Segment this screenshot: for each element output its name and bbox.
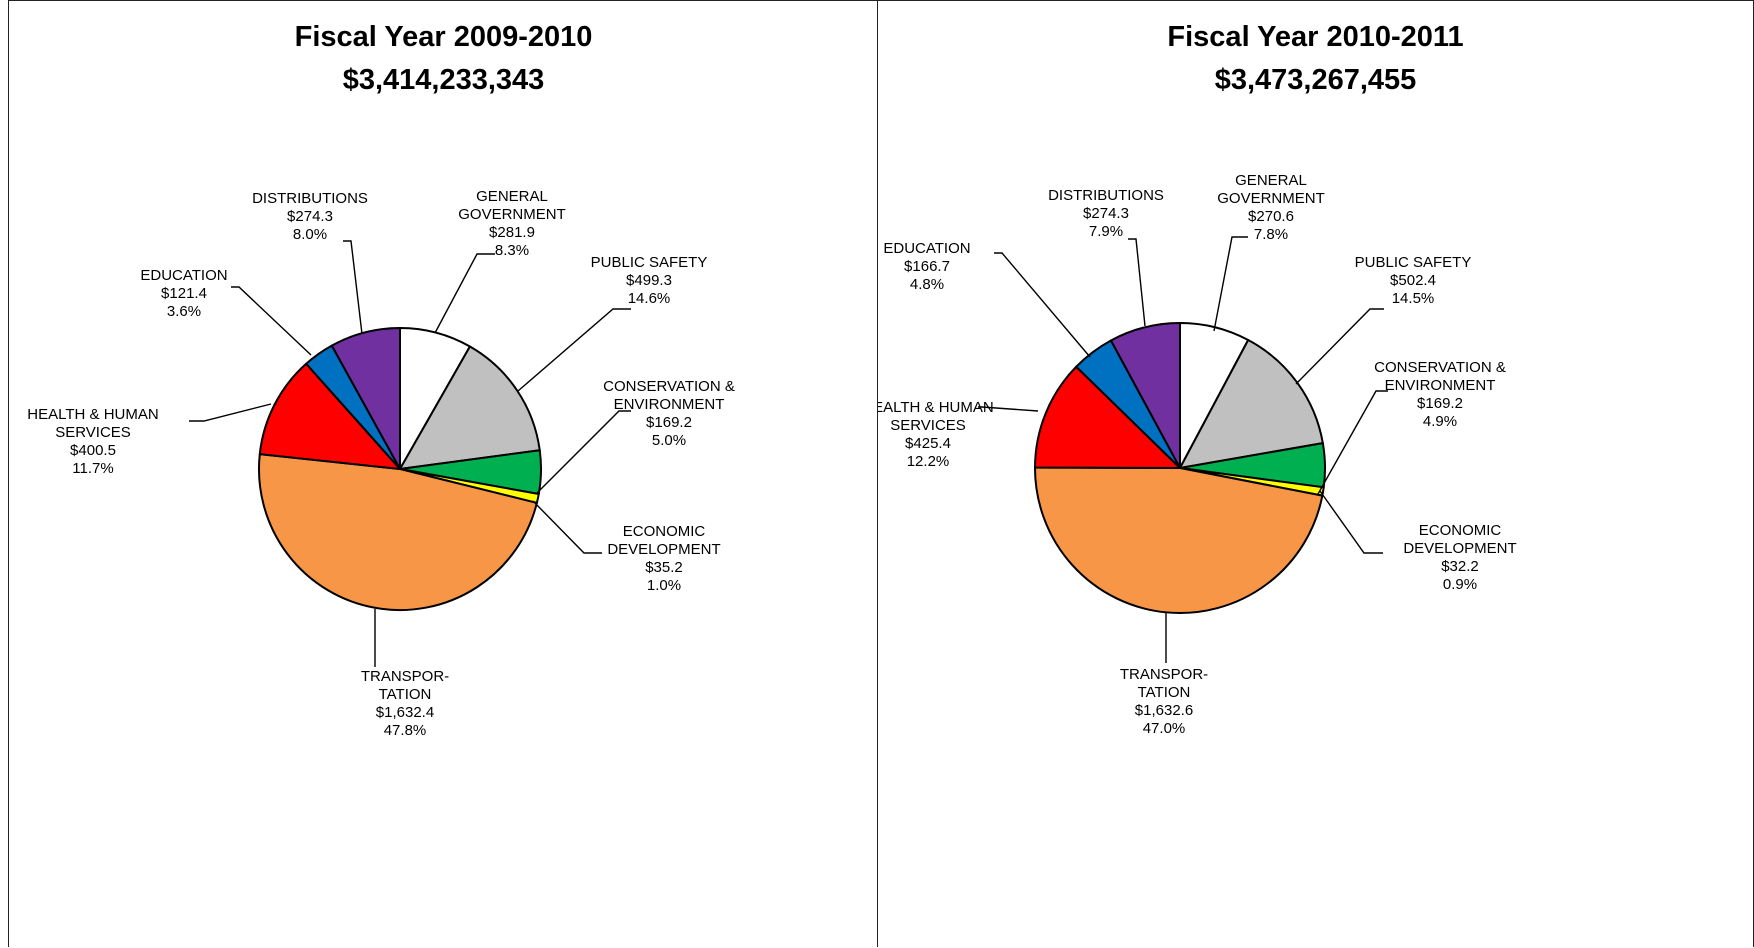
leader-line-general-government (1213, 236, 1248, 332)
pie-slice-health-human-services (258, 362, 401, 470)
data-label-public-safety: PUBLIC SAFETY $499.3 14.6% (591, 254, 708, 307)
pie-slice-distributions (330, 327, 401, 470)
data-label-economic-development: ECONOMIC DEVELOPMENT $32.2 0.9% (1403, 522, 1516, 593)
chart-title: Fiscal Year 2009-2010 (294, 21, 593, 53)
data-label-public-safety: PUBLIC SAFETY $502.4 14.5% (1355, 254, 1472, 307)
chart-title: Fiscal Year 2010-2011 (1167, 21, 1464, 53)
data-label-education: EDUCATION $166.7 4.8% (883, 240, 970, 293)
leader-line-education (231, 286, 312, 356)
leader-line-general-government (434, 253, 495, 334)
leader-line-health-human-services (978, 406, 1039, 412)
leader-line-distributions (1128, 238, 1146, 327)
data-label-distributions: DISTRIBUTIONS $274.3 7.9% (1048, 187, 1164, 240)
leader-line-conservation-environment (1317, 390, 1388, 495)
data-label-health-human-services: HEALTH & HUMAN SERVICES $400.5 11.7% (27, 406, 158, 477)
leader-line-education (994, 252, 1091, 358)
data-label-economic-development: ECONOMIC DEVELOPMENT $35.2 1.0% (607, 523, 720, 594)
data-label-distributions: DISTRIBUTIONS $274.3 8.0% (252, 190, 368, 243)
leader-line-public-safety (517, 308, 631, 392)
leader-line-conservation-environment (536, 410, 631, 494)
data-label-conservation-environment: CONSERVATION & ENVIRONMENT $169.2 4.9% (1374, 359, 1506, 430)
pie-slice-public-safety (399, 345, 541, 470)
chart-panel-fy2009-2010: Fiscal Year 2009-2010 $3,414,233,343 GEN… (8, 0, 878, 947)
pie-chart-svg: GENERAL GOVERNMENT $281.9 8.3% PUBLIC SAFETY… (27, 188, 735, 739)
pie-slice-distributions (1109, 322, 1181, 469)
data-label-education: EDUCATION $121.4 3.6% (140, 267, 227, 320)
leader-line-economic-development (1319, 490, 1383, 554)
data-label-conservation-environment: CONSERVATION & ENVIRONMENT $169.2 5.0% (603, 378, 735, 449)
leader-line-health-human-services (189, 403, 272, 422)
chart-panel-fy2010-2011: Fiscal Year 2010-2011 $3,473,267,455 GEN… (877, 0, 1754, 947)
chart-subtitle-total: $3,473,267,455 (1214, 64, 1417, 96)
data-label-general-government: GENERAL GOVERNMENT $281.9 8.3% (458, 188, 566, 259)
data-label-transportation: TRANSPOR-TATION $1,632.6 47.0% (1120, 666, 1208, 737)
data-label-transportation: TRANSPOR-TATION $1,632.4 47.8% (361, 668, 449, 739)
pie-slice-transportation (1033, 466, 1324, 615)
chart-subtitle-total: $3,414,233,343 (342, 64, 545, 96)
leader-line-public-safety (1295, 308, 1384, 385)
leader-line-distributions (343, 240, 363, 335)
pie-slice-health-human-services (1034, 365, 1181, 469)
pie-chart-svg: GENERAL GOVERNMENT $270.6 7.8% PUBLIC SAFETY… (878, 172, 1517, 737)
data-label-general-government: GENERAL GOVERNMENT $270.6 7.8% (1217, 172, 1325, 243)
pie-slice-transportation (258, 453, 538, 612)
leader-line-economic-development (532, 500, 602, 554)
